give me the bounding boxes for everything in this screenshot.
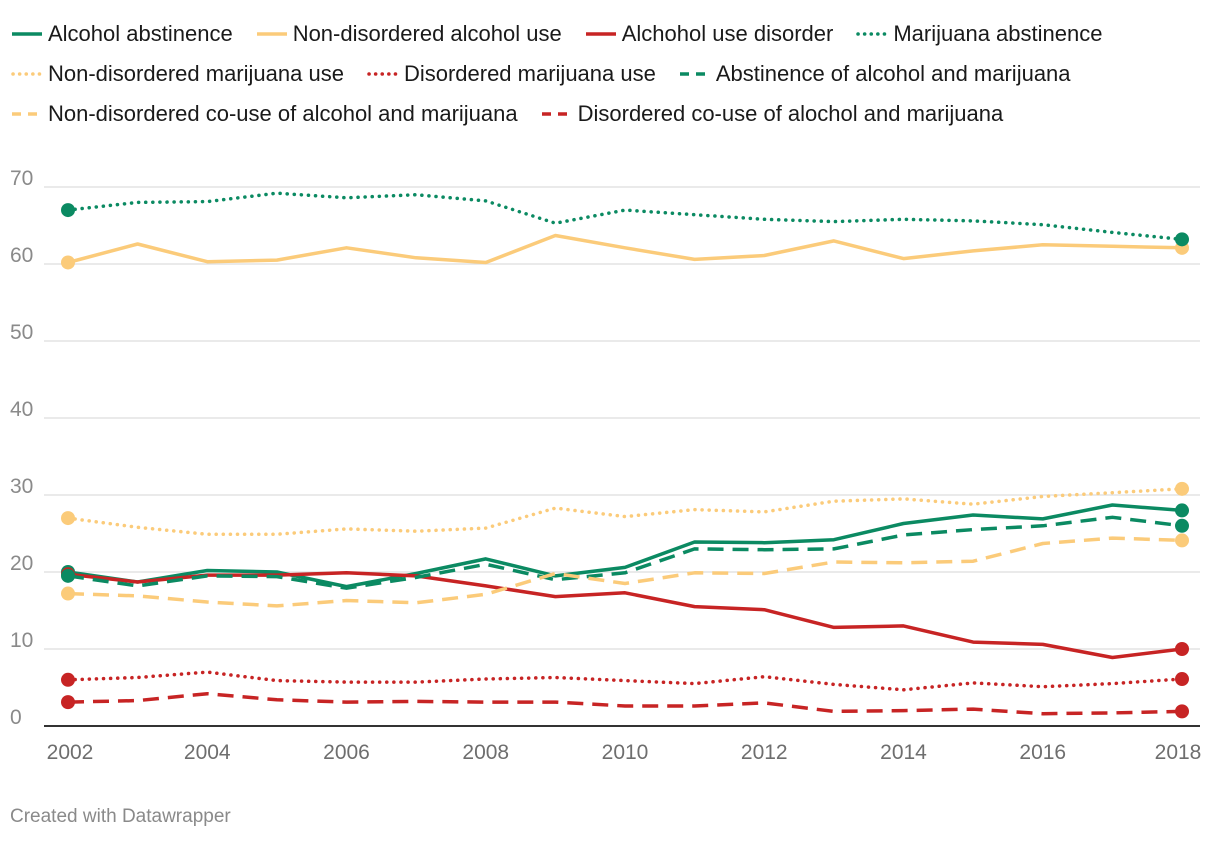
- series-line: [66, 571, 1184, 660]
- legend-item-marijuana-abstinence: Marijuana abstinence: [855, 21, 1102, 47]
- legend-swatch: [11, 72, 44, 76]
- series-line: [67, 515, 1183, 590]
- series-line: [66, 233, 1184, 265]
- line-chart: 0 10 20 30 40 50 60 70 2002 2004 2006 2008 2010 2012 2…: [10, 167, 1202, 764]
- chart-legend: Alcohol abstinence Non-disordered alcoho…: [10, 14, 1210, 134]
- y-tick-label: 60: [10, 244, 33, 267]
- series-end-marker: [1175, 481, 1189, 496]
- series-line: [67, 536, 1183, 608]
- x-tick-label: 2004: [184, 741, 231, 764]
- legend-swatch: [541, 112, 572, 116]
- series-end-marker: [1175, 672, 1189, 687]
- legend-swatch: [12, 112, 42, 116]
- legend-swatch: [256, 32, 287, 36]
- legend-label: Alchohol use disorder: [621, 21, 834, 46]
- series-end-marker: [1175, 533, 1189, 548]
- y-tick-label: 20: [10, 552, 33, 575]
- series-start-marker: [61, 568, 75, 583]
- legend-item-alcohol-use-disorder: Alchohol use disorder: [584, 21, 834, 47]
- series-start-marker: [61, 511, 75, 526]
- x-tick-label: 2018: [1155, 741, 1202, 764]
- y-tick-label: 70: [10, 167, 33, 190]
- legend-swatch: [856, 32, 890, 36]
- x-tick-label: 2006: [323, 741, 370, 764]
- series-start-marker: [61, 672, 75, 687]
- series-line: [66, 487, 1184, 537]
- series-end-marker: [1175, 503, 1189, 518]
- legend-item-non-disordered-alcohol-use: Non-disordered alcohol use: [255, 21, 562, 47]
- legend-item-non-disordered-marijuana-use: Non-disordered marijuana use: [10, 61, 344, 87]
- series-start-marker: [61, 255, 75, 270]
- legend-label: Non-disordered alcohol use: [292, 21, 562, 46]
- legend-item-disordered-marijuana-use: Disordered marijuana use: [366, 61, 656, 87]
- series-line: [67, 691, 1183, 716]
- legend-swatch: [367, 72, 400, 76]
- legend-label: Disordered co-use of alochol and marijua…: [577, 101, 1004, 126]
- legend-item-disordered-co-use: Disordered co-use of alochol and marijua…: [540, 101, 1004, 127]
- y-tick-label: 50: [10, 321, 33, 344]
- legend-label: Non-disordered co-use of alcohol and mar…: [48, 101, 518, 126]
- legend-row: Alcohol abstinence Non-disordered alcoho…: [10, 14, 1210, 54]
- series-end-marker: [1175, 642, 1189, 656]
- legend-label: Non-disordered marijuana use: [48, 61, 344, 86]
- x-tick-label: 2016: [1019, 741, 1066, 764]
- legend-swatch: [585, 32, 616, 36]
- legend-row: Non-disordered co-use of alcohol and mar…: [10, 94, 1210, 134]
- series-start-marker: [61, 586, 75, 601]
- series-end-marker: [1175, 518, 1189, 533]
- legend-item-abstinence-of-alcohol-and-marijuana: Abstinence of alcohol and marijuana: [678, 61, 1071, 87]
- y-tick-label: 30: [10, 475, 33, 498]
- x-tick-label: 2014: [880, 741, 927, 764]
- y-tick-label: 40: [10, 398, 33, 421]
- y-tick-label: 10: [10, 629, 33, 652]
- legend-item-non-disordered-co-use: Non-disordered co-use of alcohol and mar…: [10, 101, 518, 127]
- legend-label: Marijuana abstinence: [893, 21, 1103, 46]
- legend-label: Alcohol abstinence: [48, 21, 233, 46]
- series-end-marker: [1175, 232, 1189, 247]
- x-tick-label: 2010: [602, 741, 649, 764]
- x-tick-label: 2002: [47, 741, 94, 764]
- legend-label: Disordered marijuana use: [403, 61, 656, 86]
- series-line: [66, 191, 1184, 242]
- legend-swatch: [679, 72, 710, 76]
- series-line: [66, 670, 1184, 692]
- legend-label: Abstinence of alcohol and marijuana: [715, 61, 1071, 86]
- series-start-marker: [61, 695, 75, 710]
- x-tick-label: 2008: [462, 741, 509, 764]
- legend-swatch: [12, 32, 42, 36]
- x-tick-label: 2012: [741, 741, 788, 764]
- legend-row: Non-disordered marijuana use Disordered …: [10, 54, 1210, 94]
- series-end-marker: [1175, 704, 1189, 719]
- y-tick-label: 0: [10, 706, 22, 729]
- legend-item-alcohol-abstinence: Alcohol abstinence: [10, 21, 233, 47]
- series-start-marker: [61, 203, 75, 218]
- credit-text: Created with Datawrapper: [10, 806, 231, 827]
- series-line: [66, 503, 1184, 589]
